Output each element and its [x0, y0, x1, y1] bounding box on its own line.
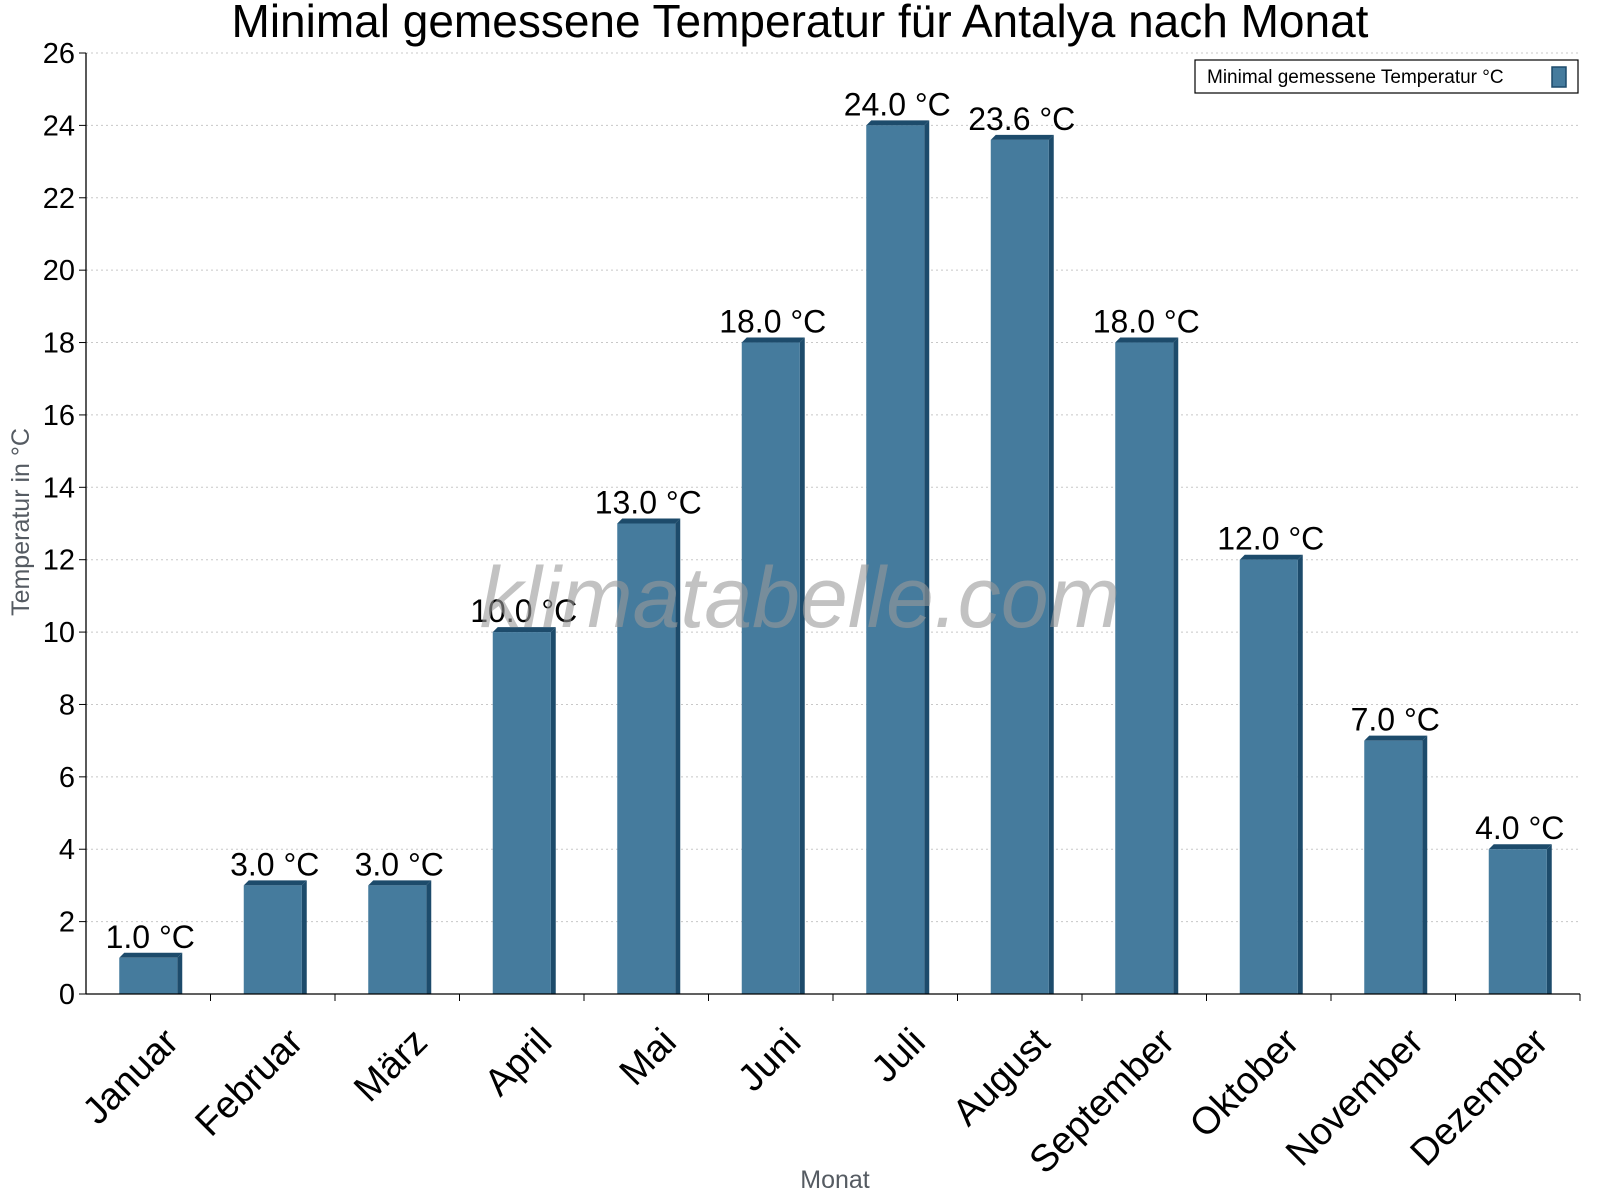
bar-front [741, 342, 800, 994]
y-tick-label: 14 [43, 472, 75, 504]
bar-side [426, 880, 432, 994]
y-tick-label: 24 [43, 110, 75, 142]
legend: Minimal gemessene Temperatur °C [1194, 59, 1579, 94]
data-labels: 1.0 °C 3.0 °C 3.0 °C 10.0 °C 13.0 °C 18.0 °C 2… [106, 86, 1565, 954]
x-tick-label: Juni [730, 1021, 809, 1100]
bar-front [617, 523, 676, 994]
x-axis-title: Monat [800, 1166, 870, 1194]
y-tick-label: 6 [59, 762, 75, 794]
data-label: 3.0 °C [355, 846, 444, 882]
x-tick-label: Oktober [1182, 1021, 1308, 1147]
bar-top [990, 134, 1054, 140]
bar-mai [617, 518, 681, 994]
data-label: 18.0 °C [719, 304, 826, 340]
bar-top [119, 952, 183, 958]
bar-top [1488, 844, 1552, 850]
y-axis-title: Temperatur in °C [7, 428, 35, 616]
bar-front [119, 957, 178, 994]
y-tick-label: 4 [59, 834, 75, 866]
bar-side [1048, 134, 1054, 994]
data-label: 24.0 °C [844, 86, 951, 122]
bar-august [990, 134, 1054, 994]
bar-oktober [1239, 554, 1303, 994]
bar-side [1297, 554, 1303, 994]
bar-juli [866, 120, 930, 994]
bar-front [866, 125, 925, 994]
bar-side [177, 952, 183, 994]
bar-front [368, 885, 427, 994]
data-label: 1.0 °C [106, 919, 195, 955]
legend-box [1194, 59, 1579, 94]
y-tick-label: 16 [43, 400, 75, 432]
bar-top [1239, 554, 1303, 560]
bar-top [1115, 337, 1179, 343]
bar-front [492, 632, 551, 994]
bar-top [243, 880, 307, 886]
bar-juni [741, 337, 805, 994]
bar-side [1422, 735, 1428, 994]
data-label: 13.0 °C [595, 485, 702, 521]
x-tick-label: Mai [612, 1021, 685, 1094]
data-label: 3.0 °C [230, 846, 319, 882]
bar-dezember [1488, 844, 1552, 994]
data-label: 18.0 °C [1093, 304, 1200, 340]
bar-side [675, 518, 681, 994]
bar-front [990, 139, 1049, 994]
x-tick-label: August [945, 1021, 1059, 1135]
bars [119, 120, 1552, 994]
bar-märz [368, 880, 432, 994]
data-label: 10.0 °C [470, 593, 577, 629]
legend-swatch [1551, 66, 1567, 88]
bar-front [1239, 559, 1298, 994]
x-tick-label: Februar [187, 1021, 311, 1145]
data-label: 23.6 °C [968, 101, 1075, 137]
x-tick-label: Juli [864, 1021, 934, 1091]
y-tick-label: 22 [43, 183, 75, 215]
bar-side [1546, 844, 1552, 994]
data-label: 7.0 °C [1351, 702, 1440, 738]
bar-top [866, 120, 930, 126]
y-tick-label: 12 [43, 545, 75, 577]
y-tick-label: 0 [59, 979, 75, 1011]
grid [86, 52, 1580, 923]
bar-top [368, 880, 432, 886]
y-tick-label: 20 [43, 255, 75, 287]
bar-top [617, 518, 681, 524]
bar-november [1364, 735, 1428, 994]
bar-front [1115, 342, 1174, 994]
bar-top [492, 627, 556, 633]
bar-side [1173, 337, 1179, 994]
x-tick-label: Dezember [1403, 1021, 1557, 1175]
bar-april [492, 627, 556, 994]
bar-side [301, 880, 307, 994]
y-tick-label: 8 [59, 689, 75, 721]
y-tick-label: 26 [43, 38, 75, 70]
bar-top [1364, 735, 1428, 741]
bar-front [1488, 849, 1547, 994]
bar-september [1115, 337, 1179, 994]
y-tick-label: 2 [59, 907, 75, 939]
y-tick-label: 10 [43, 617, 75, 649]
chart-title: Minimal gemessene Temperatur für Antalya… [232, 0, 1369, 47]
legend-entry-label: Minimal gemessene Temperatur °C [1207, 67, 1504, 88]
x-tick-label: April [477, 1021, 560, 1104]
bar-februar [243, 880, 307, 994]
watermark: klimatabelle.com [480, 550, 1120, 646]
bar-front [1364, 740, 1423, 994]
bar-top [741, 337, 805, 343]
bar-front [243, 885, 302, 994]
bar-januar [119, 952, 183, 994]
x-tick-label: Januar [75, 1021, 187, 1133]
bar-side [550, 627, 556, 994]
data-label: 12.0 °C [1217, 521, 1324, 557]
bar-side [799, 337, 805, 994]
y-tick-label: 18 [43, 328, 75, 360]
x-tick-label: März [346, 1021, 435, 1110]
data-label: 4.0 °C [1475, 810, 1564, 846]
bar-side [924, 120, 930, 994]
